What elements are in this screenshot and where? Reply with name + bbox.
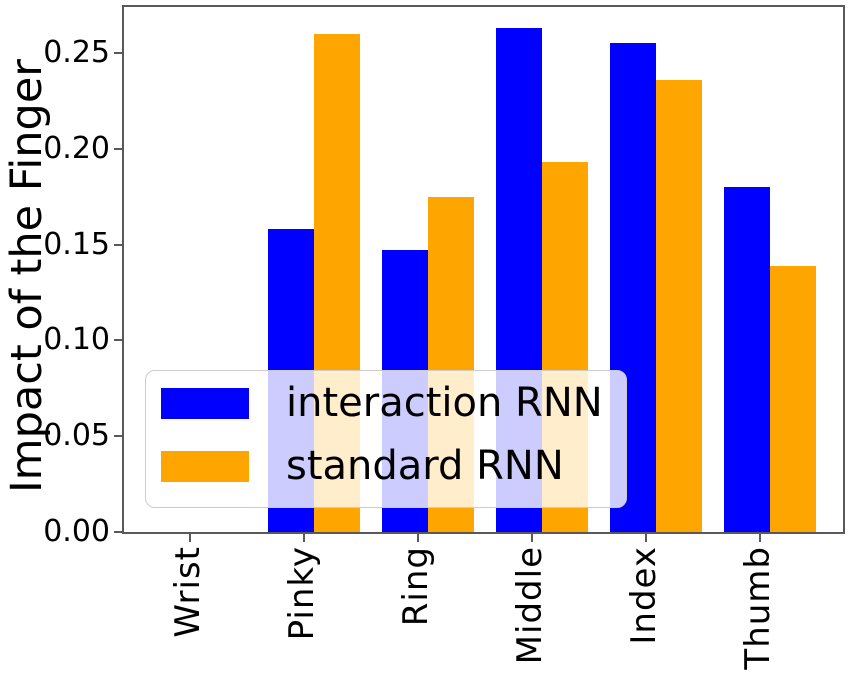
x-tick-mark-ring <box>417 534 419 542</box>
legend-swatch-interaction-rnn <box>161 388 249 419</box>
y-tick-label-0.05: 0.05 <box>43 418 110 454</box>
x-tick-label-index: Index <box>624 546 664 645</box>
x-tick-label-middle: Middle <box>510 546 550 665</box>
y-tick-label-0.25: 0.25 <box>43 35 110 70</box>
bar-thumb-standard-rnn <box>770 266 816 532</box>
x-tick-mark-pinky <box>303 534 305 542</box>
x-tick-mark-middle <box>531 534 533 542</box>
legend-row-standard-rnn: standard RNN <box>146 441 626 491</box>
x-tick-mark-wrist <box>189 534 191 542</box>
legend-row-interaction-rnn: interaction RNN <box>146 378 626 428</box>
y-tick-mark-0.00 <box>114 531 122 533</box>
x-tick-mark-index <box>645 534 647 542</box>
plot-area: interaction RNN standard RNN <box>122 5 845 534</box>
legend: interaction RNN standard RNN <box>145 370 627 508</box>
y-tick-label-0.10: 0.10 <box>43 322 110 358</box>
y-axis-title: Impact of the Finger <box>2 59 52 493</box>
y-tick-mark-0.10 <box>114 339 122 342</box>
x-tick-label-thumb: Thumb <box>738 546 778 670</box>
y-tick-mark-0.20 <box>114 147 122 150</box>
y-tick-label-0.15: 0.15 <box>43 226 110 262</box>
legend-label-standard-rnn: standard RNN <box>286 443 564 489</box>
y-tick-mark-0.05 <box>114 435 122 438</box>
bar-index-standard-rnn <box>656 80 702 532</box>
x-tick-label-ring: Ring <box>396 546 436 627</box>
y-tick-mark-0.15 <box>114 243 122 246</box>
y-tick-label-0.20: 0.20 <box>43 130 110 166</box>
legend-label-interaction-rnn: interaction RNN <box>286 380 603 426</box>
y-tick-mark-0.25 <box>114 52 122 54</box>
bar-thumb-interaction-rnn <box>724 187 770 532</box>
legend-swatch-standard-rnn <box>161 451 249 482</box>
x-tick-label-wrist: Wrist <box>168 546 208 638</box>
x-tick-label-pinky: Pinky <box>282 546 322 641</box>
x-tick-mark-thumb <box>759 534 761 542</box>
y-tick-label-0.00: 0.00 <box>43 514 110 549</box>
